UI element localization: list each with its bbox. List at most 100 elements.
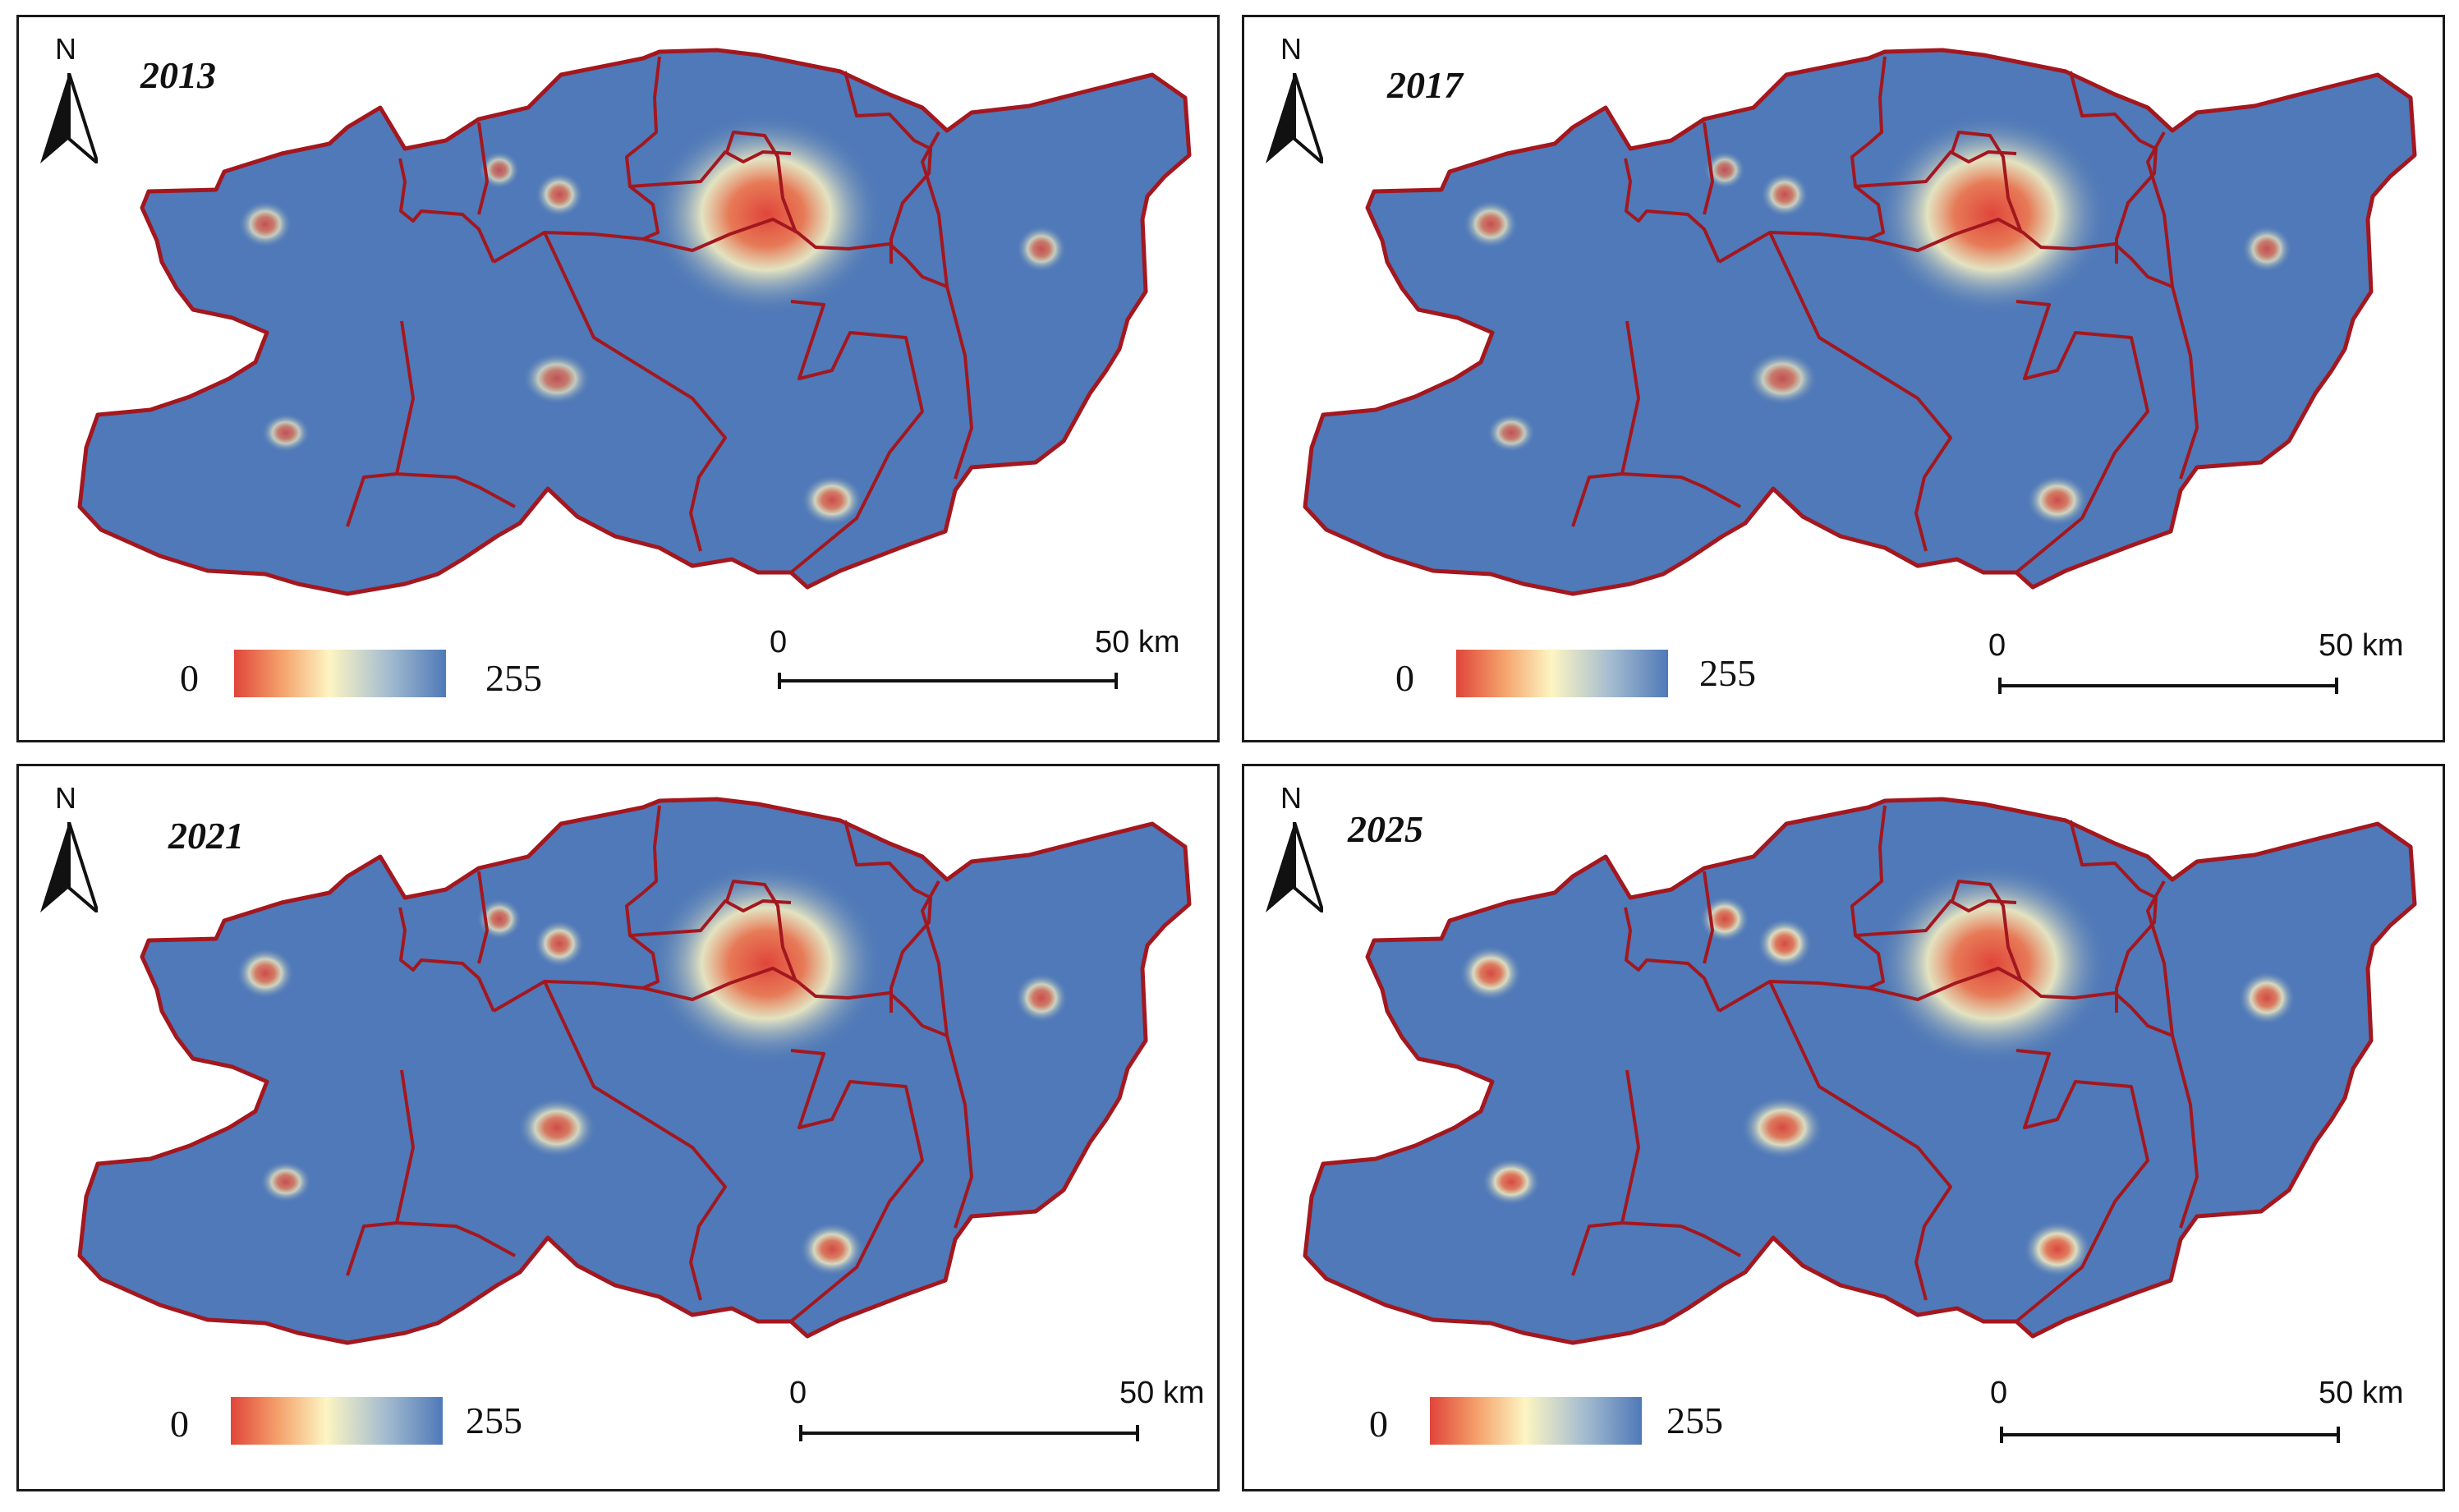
district-boundary bbox=[1571, 1221, 1623, 1276]
district-boundary bbox=[2015, 1049, 2149, 1323]
north-label: N bbox=[55, 32, 76, 66]
district-map bbox=[77, 797, 1192, 1345]
light-hotspot bbox=[1740, 1096, 1824, 1160]
light-hotspot bbox=[1757, 917, 1813, 970]
light-hotspot bbox=[798, 1221, 866, 1277]
light-hotspot bbox=[1014, 972, 1069, 1023]
legend-min: 0 bbox=[1369, 1403, 1388, 1445]
light-hotspot bbox=[649, 113, 884, 316]
map-panel-2017: N 2017 0 255 0 50 km bbox=[1242, 15, 2445, 742]
light-hotspot bbox=[261, 413, 310, 453]
district-boundary bbox=[346, 472, 398, 527]
district-boundary bbox=[398, 907, 495, 1012]
district-boundary bbox=[1624, 158, 1721, 263]
light-hotspot bbox=[522, 352, 591, 405]
district-boundary bbox=[1768, 981, 1952, 1301]
region-outline bbox=[1303, 48, 2417, 596]
district-boundary bbox=[629, 899, 792, 937]
legend-max: 255 bbox=[466, 1399, 522, 1441]
map-panel-2025: N 2025 0 255 0 50 km bbox=[1242, 764, 2445, 1491]
district-boundary bbox=[789, 1049, 924, 1323]
light-hotspot bbox=[649, 862, 884, 1065]
north-label: N bbox=[55, 781, 76, 815]
north-arrow-icon bbox=[40, 73, 98, 163]
map-panel-2021: N 2021 0 255 0 50 km bbox=[16, 764, 1220, 1491]
region-outline bbox=[77, 48, 1192, 596]
light-hotspot bbox=[1487, 413, 1536, 453]
district-boundary bbox=[2146, 880, 2199, 1229]
light-hotspot bbox=[1746, 352, 1818, 406]
north-arrow-icon bbox=[1266, 73, 1323, 163]
year-label: 2017 bbox=[1387, 64, 1463, 106]
study-region bbox=[80, 50, 1189, 594]
north-arrow-icon bbox=[1266, 822, 1323, 912]
district-map bbox=[1303, 797, 2417, 1345]
light-hotspot bbox=[1874, 113, 2109, 316]
region-outline bbox=[1303, 797, 2417, 1345]
district-boundary bbox=[1951, 131, 2023, 233]
scale-start-label: 0 bbox=[1988, 628, 2006, 663]
district-boundary bbox=[1855, 899, 2017, 937]
district-boundary bbox=[629, 150, 792, 188]
district-boundary bbox=[1855, 150, 2017, 188]
north-arrow-icon bbox=[40, 822, 98, 912]
light-hotspot bbox=[2241, 225, 2292, 273]
district-boundary bbox=[477, 871, 489, 964]
light-hotspot bbox=[517, 1097, 597, 1158]
light-hotspot bbox=[1463, 200, 1519, 249]
legend-color-ramp bbox=[231, 1397, 443, 1445]
legend-min: 0 bbox=[180, 657, 199, 699]
scale-end-label: 50 km bbox=[1119, 1376, 1205, 1410]
scale-start-label: 0 bbox=[770, 625, 788, 659]
light-hotspot bbox=[1703, 150, 1746, 190]
district-boundary bbox=[346, 1221, 398, 1276]
district-boundary bbox=[398, 158, 495, 263]
district-boundary bbox=[1717, 967, 2173, 1037]
north-label: N bbox=[1280, 32, 1302, 66]
district-boundary bbox=[1768, 232, 1952, 552]
scale-bar bbox=[799, 1425, 1139, 1441]
legend-color-ramp bbox=[1430, 1397, 1642, 1445]
district-boundary bbox=[921, 131, 973, 480]
light-hotspot bbox=[800, 474, 864, 526]
scale-bar bbox=[2000, 1427, 2340, 1443]
study-region bbox=[1305, 50, 2415, 594]
legend-max: 255 bbox=[1666, 1399, 1723, 1441]
year-label: 2021 bbox=[168, 815, 244, 857]
district-boundary bbox=[625, 805, 661, 990]
district-boundary bbox=[1620, 320, 1741, 508]
scale-end-label: 50 km bbox=[2319, 1376, 2404, 1410]
district-boundary bbox=[395, 1069, 516, 1257]
district-boundary bbox=[1703, 871, 1714, 964]
district-map bbox=[1303, 48, 2417, 596]
district-boundary bbox=[625, 56, 661, 241]
light-hotspot bbox=[1760, 172, 1809, 218]
district-boundary bbox=[1624, 907, 1721, 1012]
district-boundary bbox=[789, 300, 924, 574]
light-hotspot bbox=[2025, 474, 2089, 526]
district-boundary bbox=[2015, 300, 2149, 574]
district-boundary bbox=[477, 122, 489, 215]
study-region bbox=[1305, 799, 2415, 1343]
district-boundary bbox=[543, 981, 727, 1301]
district-boundary bbox=[725, 880, 797, 982]
legend-min: 0 bbox=[1395, 657, 1414, 699]
legend-min: 0 bbox=[170, 1403, 189, 1445]
light-hotspot bbox=[1016, 225, 1067, 273]
district-boundary bbox=[725, 131, 797, 233]
legend-color-ramp bbox=[1456, 650, 1668, 697]
district-boundary bbox=[492, 967, 948, 1037]
scale-bar bbox=[1998, 678, 2338, 694]
light-hotspot bbox=[2237, 970, 2296, 1026]
map-panel-2013: N 2013 0 255 0 50 km bbox=[16, 15, 1220, 742]
scale-start-label: 0 bbox=[1990, 1376, 2008, 1410]
district-boundary bbox=[1850, 805, 1887, 990]
district-boundary bbox=[1703, 122, 1714, 215]
north-label: N bbox=[1280, 781, 1302, 815]
scale-end-label: 50 km bbox=[1095, 625, 1180, 659]
district-boundary bbox=[2146, 131, 2199, 480]
scale-bar bbox=[778, 673, 1118, 689]
district-boundary bbox=[921, 880, 973, 1229]
legend-max: 255 bbox=[1699, 652, 1756, 694]
district-boundary bbox=[492, 218, 948, 288]
